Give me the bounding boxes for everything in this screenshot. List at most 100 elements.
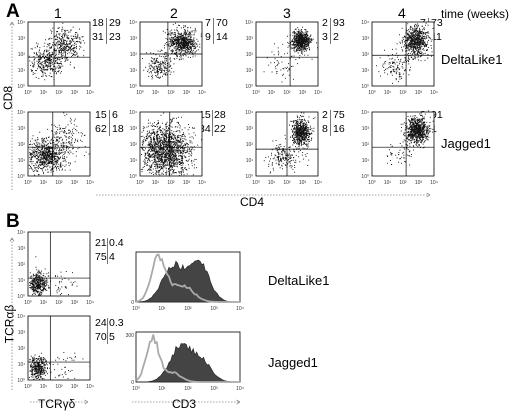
- quad-value: 31: [92, 31, 104, 43]
- dotplot-r1-w2-xtick: 10⁴: [198, 90, 206, 96]
- quad-value: 75: [333, 109, 345, 121]
- dotplot-r2-w2-ytick: 10⁴: [129, 110, 137, 116]
- quad-value: 70: [216, 17, 228, 29]
- quad-value: 4: [109, 251, 115, 263]
- dotplot-r2-w1-xtick: 10³: [71, 180, 79, 186]
- dotplot-r2-w3-ytick: 10¹: [246, 158, 254, 164]
- dotplot-r2-w3-xtick: 10¹: [268, 180, 276, 186]
- dotplot-r1-w3-events: [263, 26, 318, 83]
- row-label-jagged1-b: Jagged1: [268, 355, 318, 370]
- dotplot-r2-w4-xtick: 10¹: [384, 180, 392, 186]
- dotplot-r1-w2-ytick: 10³: [130, 36, 138, 42]
- dotplot-r1-w3-ytick: 10⁰: [245, 84, 253, 90]
- quad-value: 34: [199, 123, 211, 135]
- dotplot-r1-w2-xtick: 10²: [167, 90, 175, 96]
- dotplot-r2-w1-ytick: 10³: [18, 126, 26, 132]
- dotplot-r2-w4-ytick: 10²: [362, 142, 370, 148]
- dotplot-r1-w2-ytick: 10¹: [130, 68, 138, 74]
- dotplot-r2-w2-ytick: 10⁰: [129, 174, 137, 180]
- axis-label-tcrgd: TCRγδ: [38, 397, 76, 411]
- dotplot-r1-w1-xtick: 10³: [71, 90, 79, 96]
- histogram-cd3-deltalike1-xtick: 10¹: [158, 306, 166, 312]
- quad-value: 70: [95, 331, 107, 343]
- time-label: time (weeks): [441, 7, 510, 21]
- quad-value: 91: [431, 109, 443, 121]
- dotplot-r2-w2-ytick: 10¹: [130, 158, 138, 164]
- quad-value: 2: [322, 17, 328, 29]
- quad-value: 7: [205, 17, 211, 29]
- column-label-2: 2: [170, 5, 178, 21]
- dotplot-b-jagged1-xtick: 10⁴: [86, 384, 94, 390]
- dotplot-r2-w3-xtick: 10⁴: [314, 180, 322, 186]
- dotplot-r1-w1-xtick: 10¹: [40, 90, 48, 96]
- histogram-cd3-jagged1-xtick: 10⁴: [236, 386, 244, 392]
- dotplot-r2-w3-xtick: 10⁰: [252, 180, 260, 186]
- panel-b-letter: B: [6, 211, 20, 232]
- dotplot-r1-w3-frame: [255, 21, 319, 87]
- dotplot-r1-w3-xtick: 10⁴: [314, 90, 322, 96]
- column-label-3: 3: [283, 5, 291, 21]
- dotplot-r1-w1-ytick: 10²: [18, 52, 26, 58]
- dotplot-r2-w1-xtick: 10⁰: [24, 180, 32, 186]
- axis-arrow-tcrab-head: [9, 237, 15, 242]
- dotplot-r1-w3-xtick: 10²: [283, 90, 291, 96]
- dotplot-r1-w1-ytick: 10⁴: [17, 20, 25, 26]
- dotplot-r1-w1-ytick: 10³: [18, 36, 26, 42]
- histogram-cd3-jagged1-xtick: 10²: [184, 386, 192, 392]
- dotplot-r2-w4-ytick: 10⁴: [361, 110, 369, 116]
- axis-label-cd4: CD4: [240, 195, 265, 209]
- dotplot-r1-w3-ytick: 10²: [246, 52, 254, 58]
- histogram-cd3-jagged1-control-histogram: [135, 334, 240, 383]
- quad-value: 29: [109, 17, 121, 29]
- axis-label-cd3: CD3: [172, 397, 197, 411]
- quad-value: 23: [109, 31, 121, 43]
- row-label-deltalike1-b: DeltaLike1: [268, 273, 330, 288]
- dotplot-r2-w2-xtick: 10³: [183, 180, 191, 186]
- dotplot-b-deltalike1-ytick: 10⁴: [17, 230, 25, 236]
- dotplot-r2-w3-ytick: 10²: [246, 142, 254, 148]
- dotplot-r1-w4-ytick: 10²: [362, 52, 370, 58]
- dotplot-r1-w2-xtick: 10⁰: [136, 90, 144, 96]
- dotplot-b-jagged1-ytick: 10⁰: [17, 378, 25, 384]
- quad-value: 16: [333, 123, 345, 135]
- dotplot-r1-w4-ytick: 10⁴: [361, 20, 369, 26]
- histogram-cd3-deltalike1-ytick: 0: [131, 300, 134, 306]
- histogram-cd3-deltalike1-filled-histogram: [135, 259, 240, 303]
- dotplot-r1-w4-ytick: 10⁰: [361, 84, 369, 90]
- dotplot-r1-w3-xtick: 10³: [299, 90, 307, 96]
- dotplot-r1-w4-xtick: 10²: [399, 90, 407, 96]
- dotplot-r1-w3-ytick: 10³: [246, 36, 254, 42]
- histogram-cd3-deltalike1-xtick: 10⁰: [132, 306, 140, 312]
- quad-value: 75: [95, 251, 107, 263]
- dotplot-b-deltalike1-ytick: 10³: [18, 246, 26, 252]
- dotplot-r2-w2-xtick: 10⁴: [198, 180, 206, 186]
- dotplot-r2-w4-events: [386, 112, 434, 166]
- quad-value: 6: [112, 109, 118, 121]
- dotplot-r1-w4-ytick: 10¹: [362, 68, 370, 74]
- dotplot-r1-w2-events: [142, 22, 202, 80]
- histogram-cd3-deltalike1-xtick: 10⁴: [236, 306, 244, 312]
- dotplot-r2-w2-ytick: 10³: [130, 126, 138, 132]
- dotplot-r2-w1-ytick: 10²: [18, 142, 26, 148]
- dotplot-r1-w3-xtick: 10¹: [268, 90, 276, 96]
- dotplot-r1-w2-ytick: 10²: [130, 52, 138, 58]
- dotplot-b-jagged1-events: [28, 352, 91, 380]
- dotplot-b-jagged1-frame: [27, 315, 91, 381]
- panel-a-letter: A: [6, 1, 20, 22]
- dotplot-r2-w1-ytick: 10⁰: [17, 174, 25, 180]
- histogram-cd3-jagged1-filled-histogram: [136, 343, 240, 383]
- quad-value: 14: [216, 31, 228, 43]
- dotplot-b-jagged1-xtick: 10⁰: [24, 384, 32, 390]
- dotplot-r1-w4-xtick: 10¹: [384, 90, 392, 96]
- dotplot-r2-w2-xtick: 10¹: [152, 180, 160, 186]
- dotplot-r1-w1-xtick: 10²: [55, 90, 63, 96]
- histogram-cd3-jagged1-xtick: 10⁰: [132, 386, 140, 392]
- dotplot-b-deltalike1-ytick: 10¹: [18, 278, 26, 284]
- dotplot-r2-w1-events: [28, 112, 90, 176]
- dotplot-r2-w1-ytick: 10¹: [18, 158, 26, 164]
- dotplot-r1-w2-xtick: 10¹: [152, 90, 160, 96]
- dotplot-r1-w4-events: [376, 22, 434, 84]
- quad-value: 21: [95, 237, 107, 249]
- quad-value: 93: [333, 17, 345, 29]
- dotplot-b-deltalike1-xtick: 10³: [71, 300, 79, 306]
